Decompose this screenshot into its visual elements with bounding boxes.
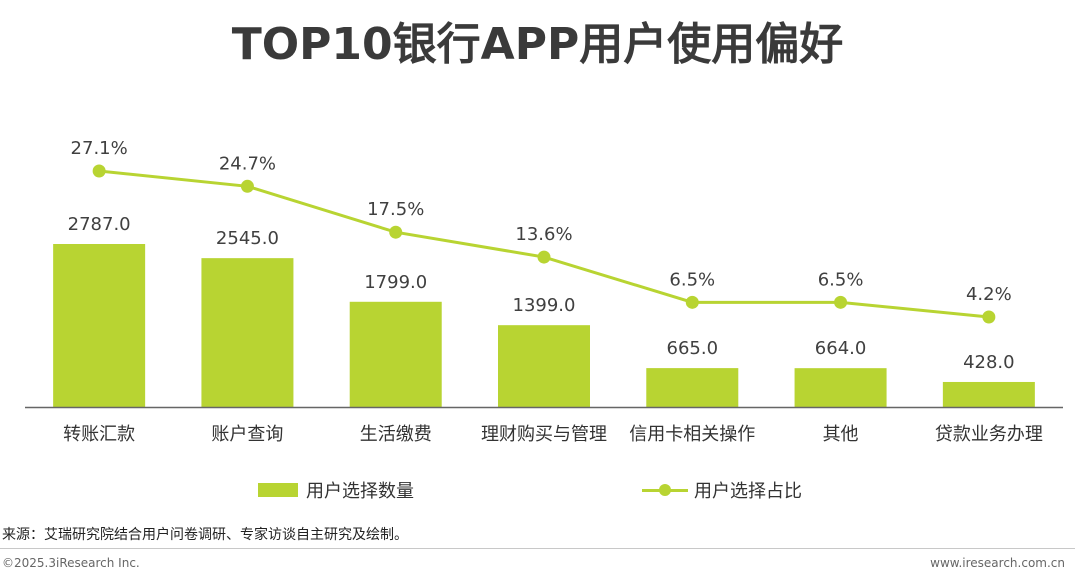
copyright: ©2025.3iResearch Inc. [2,556,140,570]
legend-line-label: 用户选择占比 [694,481,802,502]
website: www.iresearch.com.cn [930,556,1065,570]
legend-line: 用户选择占比 [642,477,802,503]
bar-value-label: 2787.0 [68,214,131,235]
bar [201,258,294,407]
legend-bar: 用户选择数量 [258,477,414,503]
percent-point [389,225,403,239]
x-tick-label: 理财购买与管理 [481,424,607,445]
percent-label: 6.5% [669,269,715,290]
x-tick-label: 信用卡相关操作 [629,424,755,445]
percent-label: 27.1% [71,138,128,159]
bar-value-label: 665.0 [667,338,719,359]
footer-divider [0,548,1075,549]
bar [646,368,739,407]
percent-label: 17.5% [367,199,424,220]
percent-point [685,295,699,309]
percent-point [240,179,254,193]
bar [498,325,590,407]
percent-label: 4.2% [966,284,1012,305]
percent-point [834,295,848,309]
legend-bar-swatch [258,483,298,497]
bar-value-label: 1799.0 [364,272,427,293]
percent-point [537,250,551,264]
percent-label: 24.7% [219,153,276,174]
x-tick-label: 生活缴费 [360,424,432,445]
percent-point [982,310,996,324]
percent-label: 6.5% [818,269,864,290]
x-tick-label: 贷款业务办理 [935,424,1043,445]
bar [349,301,442,407]
bar-value-label: 2545.0 [216,228,279,249]
bar-value-label: 664.0 [815,338,867,359]
x-tick-label: 转账汇款 [63,424,135,445]
chart: 2787.0 转账汇款 2545.0 账户查询 1799.0 生活缴费 1399.0 理财购买… [25,138,1063,445]
bar [53,244,146,407]
x-tick-label: 账户查询 [211,424,283,445]
chart-title: TOP10银行APP用户使用偏好 [231,19,844,70]
percent-label: 13.6% [515,224,572,245]
bar [942,381,1035,407]
legend-bar-label: 用户选择数量 [306,481,414,502]
percent-point [92,164,106,178]
source-note: 来源：艾瑞研究院结合用户问卷调研、专家访谈自主研究及绘制。 [2,527,408,543]
bar [794,368,887,407]
bar-value-label: 428.0 [963,352,1015,373]
legend-line-swatch [642,483,688,497]
x-tick-label: 其他 [823,424,859,445]
bar-value-label: 1399.0 [513,295,576,316]
